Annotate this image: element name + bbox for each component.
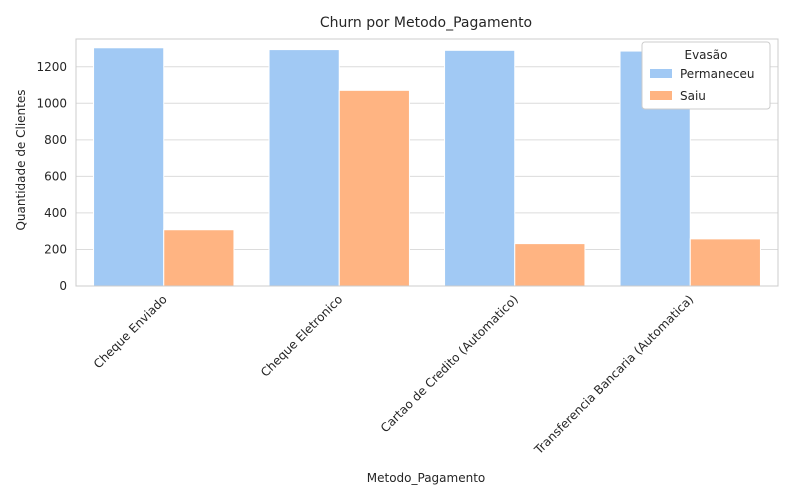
- y-tick-label: 0: [59, 279, 67, 293]
- bar-saiu-0: [163, 229, 235, 287]
- x-tick-label: Cheque Eletronico: [258, 292, 345, 379]
- y-tick-label: 800: [44, 133, 67, 147]
- y-tick-label: 600: [44, 169, 67, 183]
- y-axis-label: Quantidade de Clientes: [14, 89, 28, 230]
- plot-frame: [75, 38, 779, 287]
- chart-title: Churn por Metodo_Pagamento: [320, 15, 532, 31]
- legend-label-permaneceu: Permaneceu: [680, 67, 755, 81]
- x-tick-label: Transferencia Bancaria (Automatica): [531, 292, 696, 457]
- bars: [93, 47, 761, 287]
- x-tick-label: Cartao de Credito (Automatico): [378, 292, 521, 435]
- legend-label-saiu: Saiu: [680, 89, 706, 103]
- bar-saiu-3: [689, 238, 761, 287]
- y-tick-label: 1000: [36, 96, 67, 110]
- bar-saiu-1: [338, 89, 410, 287]
- bar-saiu-2: [514, 243, 586, 287]
- y-tick-label: 400: [44, 206, 67, 220]
- legend-swatch-saiu: [650, 91, 672, 100]
- y-tick-labels: 0 200 400 600 800 1000 1200: [36, 60, 67, 293]
- x-tick-label: Cheque Enviado: [91, 292, 170, 371]
- x-tick-labels: Cheque Enviado Cheque Eletronico Cartao de…: [91, 292, 697, 457]
- y-tick-label: 1200: [36, 60, 67, 74]
- legend-title: Evasão: [685, 48, 728, 62]
- legend-frame: [641, 41, 771, 110]
- y-tick-label: 200: [44, 242, 67, 256]
- bar-permaneceu-0: [93, 47, 165, 287]
- legend: Evasão Permaneceu Saiu: [641, 41, 771, 110]
- x-axis-label: Metodo_Pagamento: [367, 471, 486, 485]
- legend-swatch-permaneceu: [650, 69, 672, 78]
- bar-permaneceu-2: [444, 49, 516, 287]
- bar-permaneceu-1: [268, 49, 340, 287]
